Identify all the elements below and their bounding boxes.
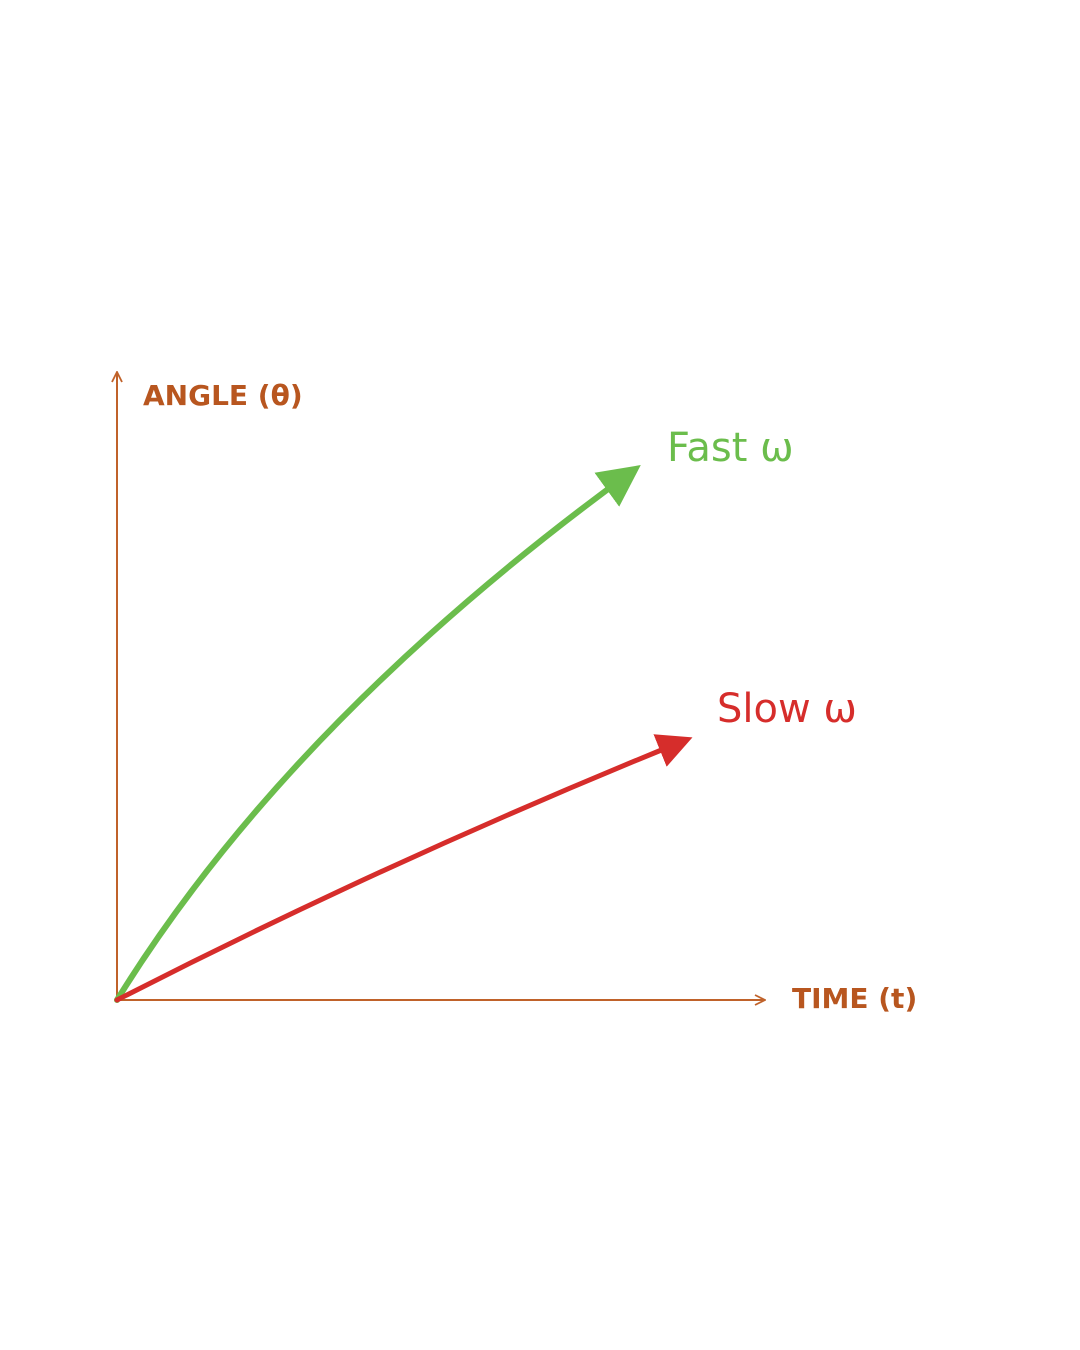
x-axis-label: TIME (t) <box>792 982 917 1015</box>
fast-curve <box>114 465 641 1003</box>
fast-label: Fast ω <box>667 425 794 471</box>
slow-curve <box>114 734 693 1003</box>
y-axis-label: ANGLE (θ) <box>143 379 303 412</box>
slow-label: Slow ω <box>717 686 857 732</box>
